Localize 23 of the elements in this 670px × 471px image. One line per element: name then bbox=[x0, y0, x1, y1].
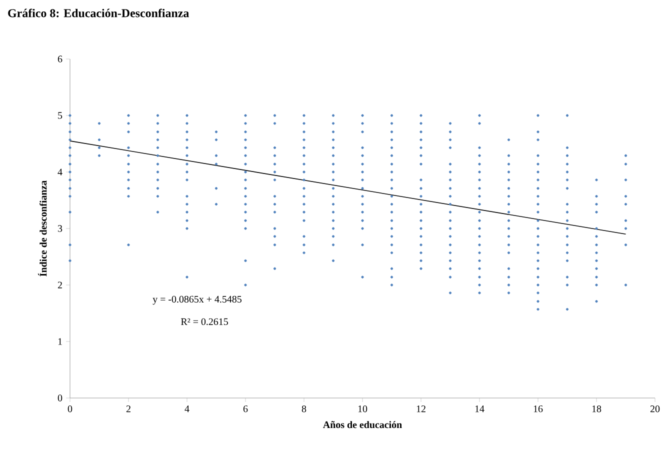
x-tick-label: 8 bbox=[302, 406, 306, 412]
y-tick-label: 0 bbox=[58, 394, 62, 402]
x-axis-title: Años de educación bbox=[323, 421, 402, 428]
annotation: R² = 0.2615 bbox=[181, 318, 228, 326]
y-tick-label: 4 bbox=[58, 168, 62, 176]
x-tick-label: 6 bbox=[243, 406, 248, 412]
chart-title: Gráfico 8: Educación-Desconfianza bbox=[8, 8, 189, 18]
x-tick-label: 20 bbox=[650, 406, 660, 412]
y-axis-title: Índice de desconfianza bbox=[38, 180, 47, 276]
annotation: y = -0.0865x + 4.5485 bbox=[152, 296, 242, 305]
y-tick-label: 2 bbox=[58, 282, 62, 288]
x-tick-label: 16 bbox=[534, 406, 543, 412]
y-tick-label: 3 bbox=[58, 225, 62, 232]
y-tick-label: 1 bbox=[58, 338, 62, 345]
x-tick-label: 18 bbox=[592, 406, 602, 412]
x-tick-label: 0 bbox=[68, 406, 72, 412]
x-tick-label: 4 bbox=[184, 406, 190, 412]
x-tick-label: 10 bbox=[358, 406, 368, 412]
x-tick-label: 2 bbox=[126, 406, 130, 412]
y-tick-label: 6 bbox=[58, 56, 62, 62]
y-tick-label: 5 bbox=[58, 112, 62, 119]
x-tick-label: 14 bbox=[475, 406, 484, 412]
x-tick-label: 12 bbox=[416, 406, 426, 412]
